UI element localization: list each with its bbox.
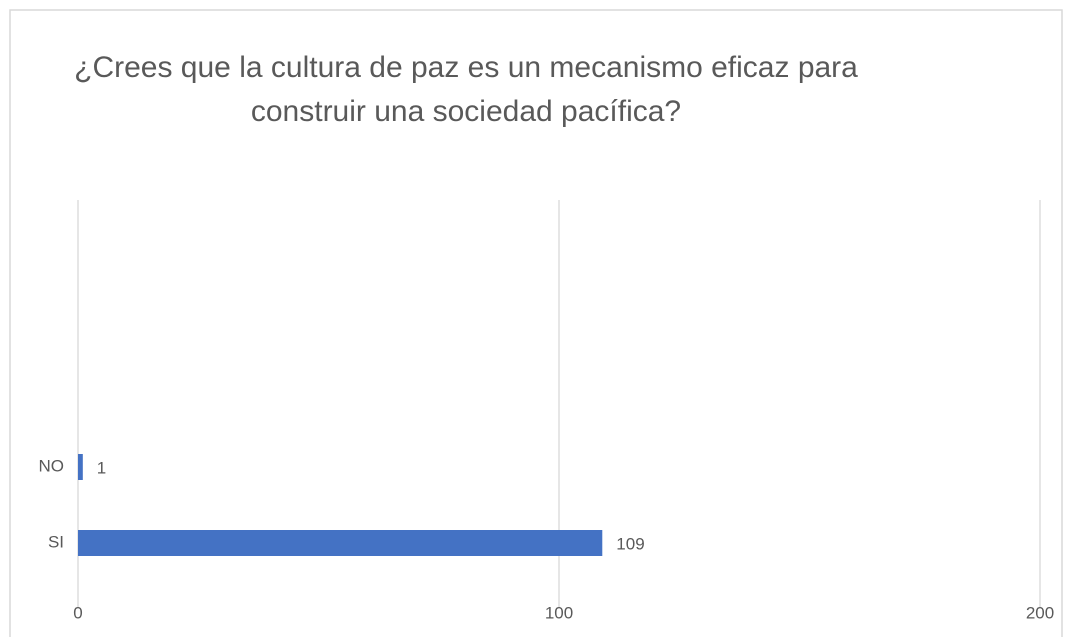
chart-title: ¿Crees que la cultura de paz es un mecan…: [74, 51, 858, 128]
y-tick-label: SI: [48, 532, 64, 551]
bar: [78, 530, 603, 556]
y-tick-label: NO: [39, 456, 65, 475]
x-tick-label: 0: [73, 603, 82, 622]
chart-border: [9, 9, 1063, 637]
bar: [78, 454, 83, 480]
data-label: 1: [97, 458, 106, 477]
data-label: 109: [616, 534, 644, 553]
x-tick-label: 100: [545, 603, 573, 622]
x-tick-label: 200: [1026, 603, 1054, 622]
